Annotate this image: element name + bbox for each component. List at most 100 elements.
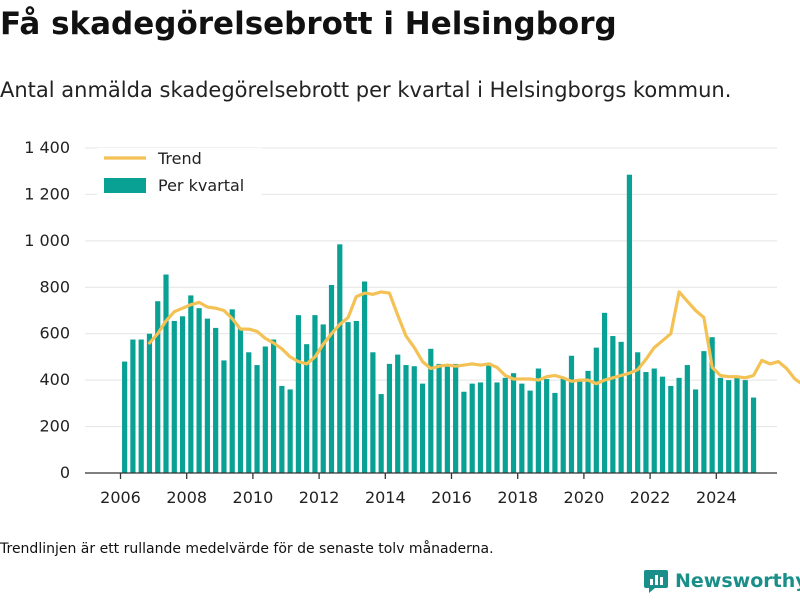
bar xyxy=(395,354,401,473)
chart: 0 200 400 600 800 1 000 1 200 1 400 2006 2008 2010… xyxy=(24,138,800,507)
bar xyxy=(155,301,161,473)
bar xyxy=(453,363,459,473)
bar xyxy=(618,341,624,473)
y-tick-label: 1 400 xyxy=(24,138,70,157)
bar xyxy=(717,377,724,473)
y-tick-label: 1 000 xyxy=(24,231,70,250)
bar xyxy=(527,390,533,473)
bar xyxy=(146,333,153,473)
x-tick-label: 2016 xyxy=(431,488,472,507)
brand-name: Newsworthy xyxy=(675,570,800,592)
bar xyxy=(477,382,484,473)
trend-line xyxy=(147,290,800,386)
bar xyxy=(362,281,368,473)
bar xyxy=(138,339,144,473)
bar xyxy=(726,380,732,473)
x-tick-label: 2020 xyxy=(564,488,605,507)
bar xyxy=(171,320,177,473)
newsworthy-logo-icon xyxy=(644,570,668,593)
bar xyxy=(444,365,450,473)
x-tick-label: 2014 xyxy=(365,488,406,507)
bar xyxy=(684,365,690,473)
bar xyxy=(651,368,657,473)
x-tick-label: 2008 xyxy=(166,488,207,507)
bar xyxy=(601,312,608,473)
bar xyxy=(568,355,575,473)
y-tick-label: 600 xyxy=(39,324,70,343)
bar xyxy=(709,337,715,473)
bar xyxy=(469,383,475,473)
bar xyxy=(237,327,244,473)
bar xyxy=(304,344,310,473)
bar xyxy=(535,368,541,473)
bar xyxy=(287,389,293,473)
bar xyxy=(270,339,277,473)
footnote: Trendlinjen är ett rullande medelvärde f… xyxy=(0,541,494,557)
bar xyxy=(262,346,268,473)
bar xyxy=(221,360,227,473)
bar xyxy=(295,315,302,473)
bar xyxy=(196,308,202,473)
bar xyxy=(204,318,210,473)
bar xyxy=(403,365,409,473)
legend-bar-label: Per kvartal xyxy=(158,176,244,195)
x-tick-label: 2006 xyxy=(100,488,141,507)
x-tick-label: 2018 xyxy=(497,488,538,507)
brand-logo[interactable]: Newsworthy xyxy=(643,568,800,594)
bar xyxy=(163,274,169,473)
bar xyxy=(676,377,682,473)
bar xyxy=(750,397,757,473)
bar xyxy=(461,391,467,473)
bar xyxy=(428,348,434,473)
bar xyxy=(345,322,351,473)
bar xyxy=(419,383,426,473)
bar xyxy=(502,377,508,473)
y-tick-label: 400 xyxy=(39,370,70,389)
bar xyxy=(659,376,666,473)
x-tick-label: 2012 xyxy=(299,488,340,507)
bar xyxy=(328,284,335,473)
bar xyxy=(188,295,194,473)
bar xyxy=(701,351,707,473)
bar xyxy=(626,174,633,474)
legend-trend-label: Trend xyxy=(157,149,202,168)
y-tick-label: 1 200 xyxy=(24,184,70,203)
bar xyxy=(742,380,748,473)
bar xyxy=(486,362,492,473)
bar xyxy=(585,370,591,473)
x-tick-label: 2010 xyxy=(233,488,274,507)
bar xyxy=(494,382,500,473)
bar xyxy=(436,363,442,473)
bar xyxy=(130,339,136,473)
bar xyxy=(734,377,740,473)
bar xyxy=(593,347,599,473)
bar xyxy=(560,377,566,473)
bar xyxy=(411,366,417,473)
x-tick-label: 2024 xyxy=(696,488,737,507)
bar xyxy=(254,365,260,473)
bar xyxy=(213,327,219,473)
legend-bar-swatch xyxy=(104,178,146,193)
bar xyxy=(643,372,649,473)
bar xyxy=(179,316,186,473)
bar xyxy=(386,363,393,473)
bar xyxy=(229,309,235,473)
bar xyxy=(577,378,583,473)
bar xyxy=(610,336,616,473)
bar xyxy=(312,315,318,473)
bar xyxy=(337,244,343,473)
bar xyxy=(519,383,525,473)
bar xyxy=(510,373,517,473)
bar xyxy=(544,378,550,473)
y-tick-label: 0 xyxy=(60,463,70,482)
bar xyxy=(552,392,558,473)
bar xyxy=(370,352,376,473)
y-tick-label: 800 xyxy=(39,277,70,296)
bar xyxy=(353,320,359,473)
bar xyxy=(635,352,641,473)
bar xyxy=(378,394,384,473)
bar xyxy=(693,389,699,473)
bar xyxy=(668,385,674,473)
bar xyxy=(122,361,128,473)
y-tick-label: 200 xyxy=(39,417,70,436)
